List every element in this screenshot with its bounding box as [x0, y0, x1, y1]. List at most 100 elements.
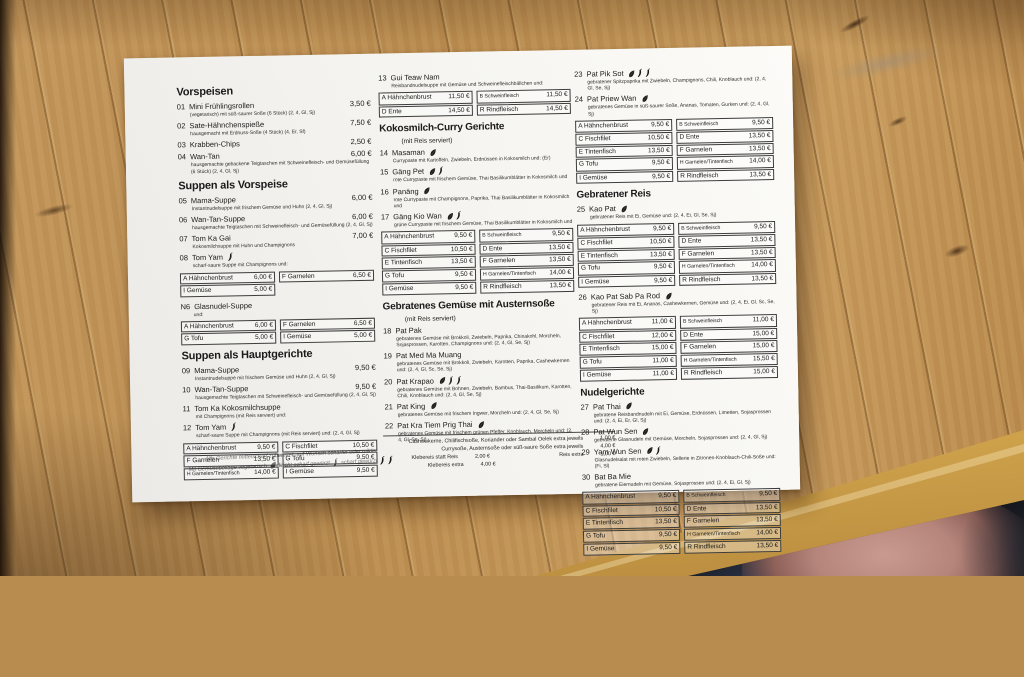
item-description: gebratenes Gemüse mit frischem grünen Pf… [398, 428, 573, 444]
section-subtitle: (mit Reis serviert) [404, 314, 456, 323]
price-value: 9,50 € [653, 224, 672, 232]
menu-item-row: 22 Pat Kra Tiem Prig Thai [385, 418, 577, 431]
price-option-label: R Rindfleisch [483, 283, 522, 291]
item-description: gebratenes Gemüse mit Brokkoli, Zwiebeln… [396, 332, 562, 349]
section-title: Suppen als Vorspeise [178, 178, 288, 193]
menu-item: 05 Mama-Suppe 6,00 € Instantnudelsuppe mit … [178, 193, 372, 213]
price-cell: F Garnelen 15,00 € [680, 340, 778, 354]
price-value: 9,50 € [658, 530, 678, 538]
item-name: Wan-Tan-Suppe [194, 384, 249, 395]
price-value: 9,50 € [652, 172, 671, 181]
price-cell: B Schweinfleisch 9,50 € [678, 220, 776, 235]
menu-item: 06 Wan-Tan-Suppe 6,00 € hausgemachte Teigta… [179, 212, 373, 232]
price-value: 13,50 € [655, 518, 677, 526]
price-cell: C Fischfilet 10,50 € [575, 132, 673, 146]
price-cell: I Gemüse 5,00 € [280, 330, 376, 344]
price-cell: E Tintenfisch 13,50 € [582, 516, 680, 530]
section-title: Nudelgerichte [580, 386, 645, 399]
leaf-icon [646, 446, 653, 454]
price-cell: C Fischfilet 12,00 € [579, 329, 677, 344]
price-option-label: F Garnelen [686, 517, 720, 525]
extras-label-text: Reis extra [559, 451, 584, 459]
menu-column-1: Vorspeisen 01 Mini Frühlingsrollen 3,50 € (v… [176, 78, 378, 486]
chili-icon [332, 457, 338, 467]
price-value: 6,00 € [253, 273, 273, 281]
menu-item: 03 Krabben-Chips 2,50 € [177, 137, 371, 150]
price-option-label: R Rindfleisch [687, 543, 726, 551]
menu-item: 09 Mama-Suppe 9,50 € Instantnudelsuppe mit … [182, 363, 376, 383]
price-option-label: I Gemüse [579, 174, 608, 182]
jeans-leg [960, 500, 1024, 576]
item-number: 26 [578, 292, 587, 302]
price-value: 13,50 € [748, 144, 771, 153]
price-cell: A Hähnchenbrust 11,00 € [578, 316, 677, 331]
price-option-label: C Fischfilet [585, 506, 618, 515]
menu-item: 29 Yam Wun Sen Glasnudelsalat mit roten Zw… [581, 443, 779, 469]
price-option-label: B Schweinfleisch [482, 232, 522, 239]
price-option-label: E Tintenfisch [585, 519, 624, 527]
menu-item-row: 29 Yam Wun Sen [581, 443, 779, 456]
price-option-label: I Gemüse [385, 285, 414, 293]
item-number: 01 [176, 102, 186, 112]
price-cell: I Gemüse 9,50 € [282, 464, 378, 479]
menu-item-row: 24 Pat Priew Wan [575, 91, 773, 104]
item-number: 11 [182, 404, 191, 414]
price-cell: D Ente 13,50 € [678, 233, 776, 248]
price-cell: G Tofu 9,50 € [575, 157, 674, 172]
chili-icon [448, 375, 454, 385]
menu-item-row: 17 Gäng Kio Wan [381, 209, 573, 222]
item-name: Pat Med Ma Muang [395, 350, 462, 361]
price-option-label: E Tintenfisch [578, 147, 616, 156]
price-cell: A Hähnchenbrust 11,50 € [378, 90, 473, 106]
price-value: 13,50 € [548, 256, 571, 264]
menu-item-row: 16 Panäng [380, 183, 572, 196]
price-option-label: B Schweinfleisch [682, 318, 723, 326]
price-option-label: D Ente [381, 107, 402, 116]
price-cell: E Tintenfisch 13,50 € [381, 255, 476, 270]
section-subtitle: (mit Reis serviert) [401, 137, 453, 146]
price-table: A Hähnchenbrust 9,50 € C Fischfilet 10,50 €… [183, 439, 378, 481]
item-name: Pat Thai [592, 401, 621, 412]
price-cell: B Schweinfleisch 11,00 € [679, 314, 778, 329]
price-option-label: G Tofu [285, 455, 305, 463]
price-value: 15,00 € [753, 368, 776, 376]
price-option-label: G Tofu [578, 160, 599, 169]
item-name: Wan-Tan [189, 152, 220, 162]
item-name: Mama-Suppe [194, 365, 240, 375]
price-value: 14,00 € [756, 528, 779, 537]
price-option-label: G Tofu [582, 358, 602, 366]
leaf-icon [447, 212, 454, 220]
price-option-label: G Tofu [580, 264, 601, 272]
item-name: Gui Teaw Nam [390, 72, 440, 83]
item-number: 23 [574, 69, 583, 79]
price-value: 14,00 € [254, 468, 276, 476]
price-cell: H Garnelen/Tintenfisch 14,00 € [676, 155, 775, 170]
price-option-label: H Garnelen/Tintenfisch [683, 356, 737, 364]
price-option-label: E Tintenfisch [580, 251, 618, 260]
price-option-label: I Gemüse [285, 467, 315, 476]
price-cell: R Rindfleisch 13,50 € [480, 280, 575, 294]
price-cell: B Schweinfleisch 9,50 € [683, 488, 781, 503]
price-cell: B Schweinfleisch 9,50 € [479, 228, 574, 243]
menu-column-2: 13 Gui Teaw Nam Reisbandnudelsuppe mit Gem… [378, 70, 577, 447]
price-option-label: H Garnelen/Tintenfisch [686, 530, 740, 538]
price-option-label: F Garnelen [482, 257, 516, 265]
item-price: 6,00 € [350, 149, 372, 159]
item-number: 06 [178, 215, 188, 225]
price-cell: F Garnelen 6,50 € [279, 317, 376, 331]
price-option-label: F Garnelen [186, 456, 220, 465]
price-value: 9,50 € [651, 159, 670, 167]
item-name: Pat Wun Sen [593, 426, 638, 437]
price-value: 15,50 € [752, 354, 775, 363]
item-name: Pat Kra Tiem Prig Thai [397, 419, 473, 431]
item-name: Tom Ka Kokosmilchsuppe [194, 402, 281, 414]
menu-item-row: 28 Pat Wun Sen [581, 424, 779, 437]
price-option-label: B Schweinfleisch [679, 120, 719, 128]
price-cell: F Garnelen 13,50 € [678, 246, 776, 260]
price-option-label: G Tofu [184, 335, 204, 343]
item-description: rote Currypaste mit Champignons, Paprika… [393, 193, 570, 210]
menu-item: 14 Masaman Currypaste mit Kartoffeln, Zwie… [380, 145, 572, 165]
price-cell: H Garnelen/Tintenfisch 14,00 € [683, 526, 782, 541]
price-cell: C Fischfilet 10,50 € [282, 439, 378, 453]
price-cell: D Ente 13,50 € [683, 501, 781, 515]
